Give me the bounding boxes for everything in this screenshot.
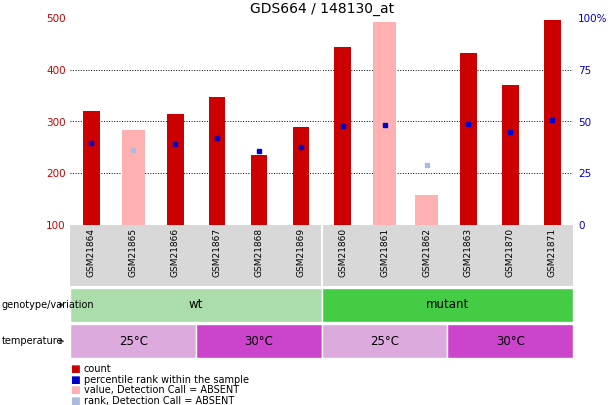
Bar: [502, 85, 519, 225]
Bar: [544, 20, 561, 225]
Text: ■: ■: [70, 386, 80, 395]
Bar: [460, 53, 477, 225]
Text: GSM21865: GSM21865: [129, 228, 138, 277]
Text: GSM21864: GSM21864: [87, 228, 96, 277]
Bar: [196, 324, 322, 358]
Text: temperature: temperature: [2, 336, 63, 346]
Text: ■: ■: [70, 364, 80, 374]
Text: 30°C: 30°C: [245, 335, 273, 348]
Bar: [70, 288, 322, 322]
Bar: [122, 130, 145, 225]
Text: rank, Detection Call = ABSENT: rank, Detection Call = ABSENT: [84, 396, 234, 405]
Bar: [373, 22, 396, 225]
Bar: [167, 114, 184, 225]
Text: GSM21868: GSM21868: [254, 228, 264, 277]
Text: GSM21861: GSM21861: [380, 228, 389, 277]
Bar: [335, 47, 351, 225]
Bar: [322, 288, 573, 322]
Text: 30°C: 30°C: [496, 335, 525, 348]
Bar: [415, 195, 438, 225]
Text: percentile rank within the sample: percentile rank within the sample: [84, 375, 249, 385]
Text: GSM21860: GSM21860: [338, 228, 348, 277]
Text: mutant: mutant: [426, 298, 469, 311]
Bar: [322, 324, 447, 358]
Text: ■: ■: [70, 375, 80, 385]
Text: GSM21863: GSM21863: [464, 228, 473, 277]
Text: GSM21867: GSM21867: [213, 228, 222, 277]
Bar: [208, 97, 226, 225]
Text: GSM21869: GSM21869: [296, 228, 305, 277]
Text: GSM21870: GSM21870: [506, 228, 515, 277]
Text: GSM21866: GSM21866: [170, 228, 180, 277]
Text: count: count: [84, 364, 112, 374]
Bar: [292, 127, 309, 225]
Bar: [70, 324, 196, 358]
Text: ■: ■: [70, 396, 80, 405]
Title: GDS664 / 148130_at: GDS664 / 148130_at: [249, 2, 394, 16]
Text: genotype/variation: genotype/variation: [2, 300, 94, 310]
Bar: [251, 155, 267, 225]
Text: wt: wt: [189, 298, 204, 311]
Text: GSM21862: GSM21862: [422, 228, 431, 277]
Bar: [83, 111, 100, 225]
Text: 25°C: 25°C: [370, 335, 399, 348]
Text: GSM21871: GSM21871: [547, 228, 557, 277]
Bar: [447, 324, 573, 358]
Text: value, Detection Call = ABSENT: value, Detection Call = ABSENT: [84, 386, 239, 395]
Text: 25°C: 25°C: [119, 335, 148, 348]
